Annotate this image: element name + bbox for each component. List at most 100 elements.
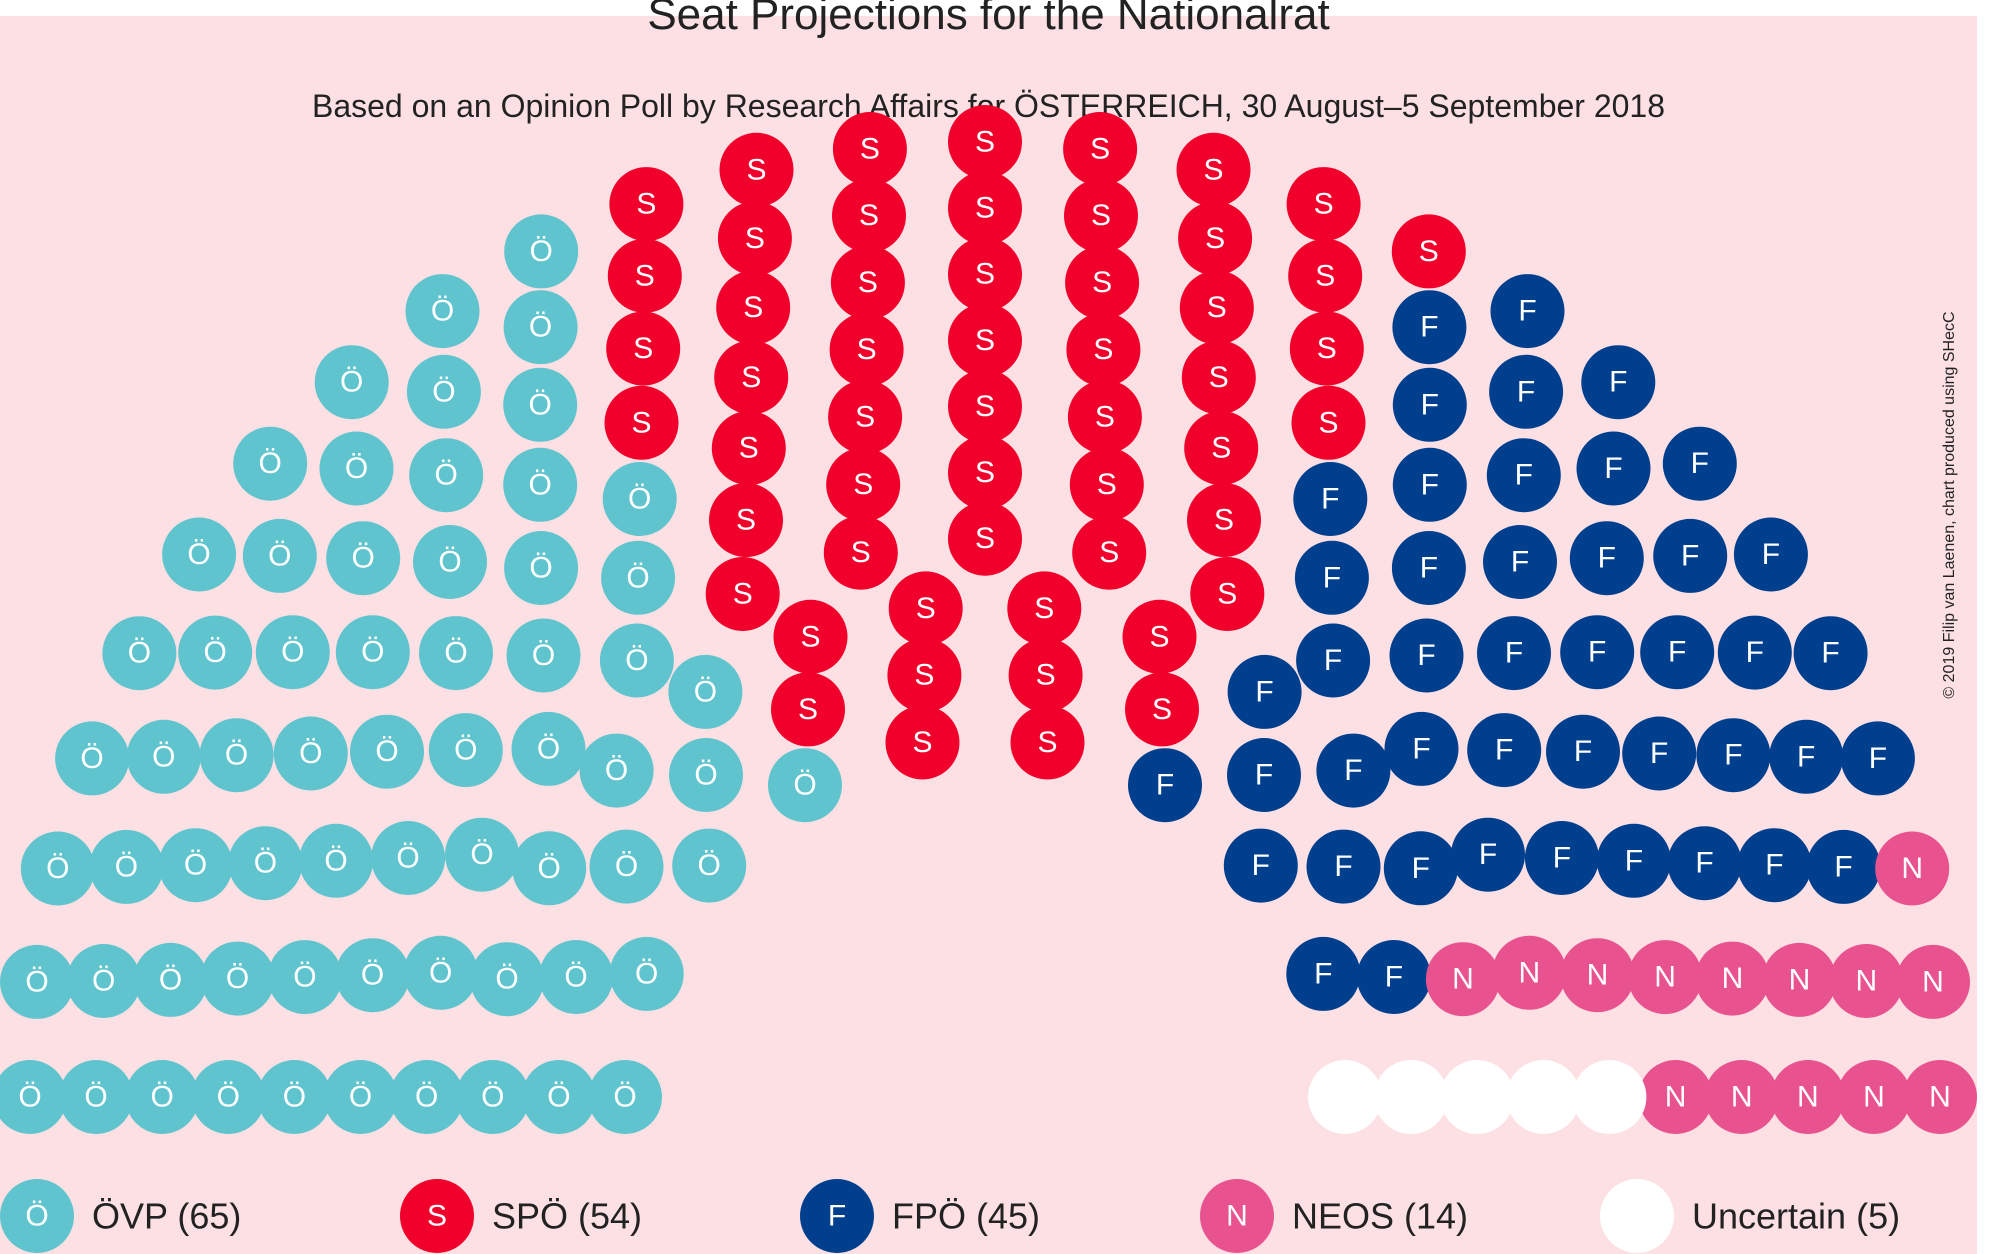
seat-övp xyxy=(470,942,545,1017)
seat-fpö xyxy=(1653,518,1728,593)
seat-label-fpö: F xyxy=(1479,838,1497,871)
seat-label-neos: N xyxy=(1452,963,1474,996)
seat-neos xyxy=(1560,938,1635,1013)
seat-övp xyxy=(371,821,446,895)
seat-label-övp: Ö xyxy=(532,639,555,672)
seat-label-övp: Ö xyxy=(694,675,717,708)
seat-neos xyxy=(1628,940,1703,1015)
seat-fpö xyxy=(1227,738,1301,812)
seat-övp xyxy=(200,941,275,1016)
seat-övp xyxy=(257,1060,332,1134)
seat-label-fpö: F xyxy=(1834,850,1852,883)
seat-övp xyxy=(102,616,177,691)
seat-label-fpö: F xyxy=(1421,468,1439,501)
seat-label-fpö: F xyxy=(1668,636,1686,669)
seat-neos xyxy=(1836,1060,1911,1134)
seat-label-spö: S xyxy=(859,199,879,232)
seat-label-neos: N xyxy=(1654,961,1676,994)
seat-label-fpö: F xyxy=(1691,447,1709,480)
seat-label-spö: S xyxy=(975,522,995,555)
seat-label-neos: N xyxy=(1863,1081,1885,1114)
seat-label-spö: S xyxy=(1315,259,1335,292)
seat-spö xyxy=(1181,340,1256,415)
seat-övp xyxy=(503,290,578,365)
seat-övp xyxy=(133,942,208,1017)
seat-spö xyxy=(711,411,786,486)
seat-label-övp: Ö xyxy=(537,732,560,765)
seat-fpö xyxy=(1316,733,1391,808)
seat-label-spö: S xyxy=(975,258,995,291)
seat-label-övp: Ö xyxy=(431,295,454,328)
seat-label-övp: Ö xyxy=(184,849,207,882)
seat-label-neos: N xyxy=(1665,1081,1687,1114)
seat-label-spö: S xyxy=(743,291,763,324)
seat-spö xyxy=(1010,705,1085,780)
seat-spö xyxy=(948,171,1022,246)
seat-label-övp: Ö xyxy=(628,483,651,516)
seat-label-övp: Ö xyxy=(470,838,493,871)
seat-övp xyxy=(66,944,141,1018)
seat-övp xyxy=(419,616,493,691)
seat-label-spö: S xyxy=(633,332,653,365)
seat-label-spö: S xyxy=(1318,406,1338,439)
seat-label-neos: N xyxy=(1722,962,1744,995)
seat-label-spö: S xyxy=(914,659,934,692)
seat-label-spö: S xyxy=(1314,188,1334,221)
seat-neos xyxy=(1896,944,1970,1019)
seat-spö xyxy=(948,303,1022,378)
legend-marker-övp xyxy=(0,1179,74,1253)
seat-label-spö: S xyxy=(636,188,656,221)
seat-övp xyxy=(504,531,579,605)
seat-label-neos: N xyxy=(1929,1081,1951,1114)
seat-label-övp: Ö xyxy=(564,961,587,994)
seat-label-fpö: F xyxy=(1797,740,1815,773)
seat-uncertain xyxy=(1374,1060,1449,1134)
seat-fpö xyxy=(1489,354,1564,429)
seat-spö xyxy=(1064,178,1138,253)
seat-fpö xyxy=(1128,748,1202,823)
seat-fpö xyxy=(1451,817,1525,892)
seat-label-övp: Ö xyxy=(152,740,175,773)
seat-label-fpö: F xyxy=(1255,675,1273,708)
seat-label-fpö: F xyxy=(1314,957,1332,990)
seat-övp xyxy=(319,431,394,506)
seat-fpö xyxy=(1392,290,1467,365)
seat-spö xyxy=(773,599,848,674)
seat-label-fpö: F xyxy=(1344,754,1362,787)
seat-neos xyxy=(1875,831,1950,906)
seat-label-fpö: F xyxy=(1511,546,1529,579)
seat-label-spö: S xyxy=(1211,432,1231,465)
seat-neos xyxy=(1704,1060,1779,1134)
seat-neos xyxy=(1492,935,1567,1010)
chart-title: Seat Projections for the Nationalrat xyxy=(647,0,1330,39)
seat-fpö xyxy=(1392,367,1467,442)
seat-övp xyxy=(162,517,237,592)
seat-fpö xyxy=(1560,615,1635,690)
seat-label-neos: N xyxy=(1901,852,1923,885)
seat-spö xyxy=(709,483,783,558)
seat-label-övp: Ö xyxy=(396,842,419,875)
seat-fpö xyxy=(1717,615,1792,690)
seat-label-övp: Ö xyxy=(694,759,717,792)
seat-övp xyxy=(588,1060,662,1134)
seat-label-spö: S xyxy=(798,693,818,726)
seat-fpö xyxy=(1467,713,1542,788)
seat-label-spö: S xyxy=(741,361,761,394)
seat-övp xyxy=(125,1060,200,1134)
seat-label-spö: S xyxy=(1099,536,1119,569)
seat-label-spö: S xyxy=(1037,726,1057,759)
seat-spö xyxy=(1067,379,1142,454)
seat-övp xyxy=(589,829,664,904)
seat-spö xyxy=(714,340,789,415)
seat-label-övp: Ö xyxy=(438,546,461,579)
seat-fpö xyxy=(1227,654,1302,729)
seat-fpö xyxy=(1306,829,1381,904)
seat-övp xyxy=(406,354,481,429)
seat-spö xyxy=(1391,214,1466,289)
seat-label-övp: Ö xyxy=(529,468,552,501)
seat-övp xyxy=(267,940,342,1015)
seat-label-övp: Ö xyxy=(361,636,384,669)
seat-label-fpö: F xyxy=(1821,637,1839,670)
seat-label-fpö: F xyxy=(1869,742,1887,775)
